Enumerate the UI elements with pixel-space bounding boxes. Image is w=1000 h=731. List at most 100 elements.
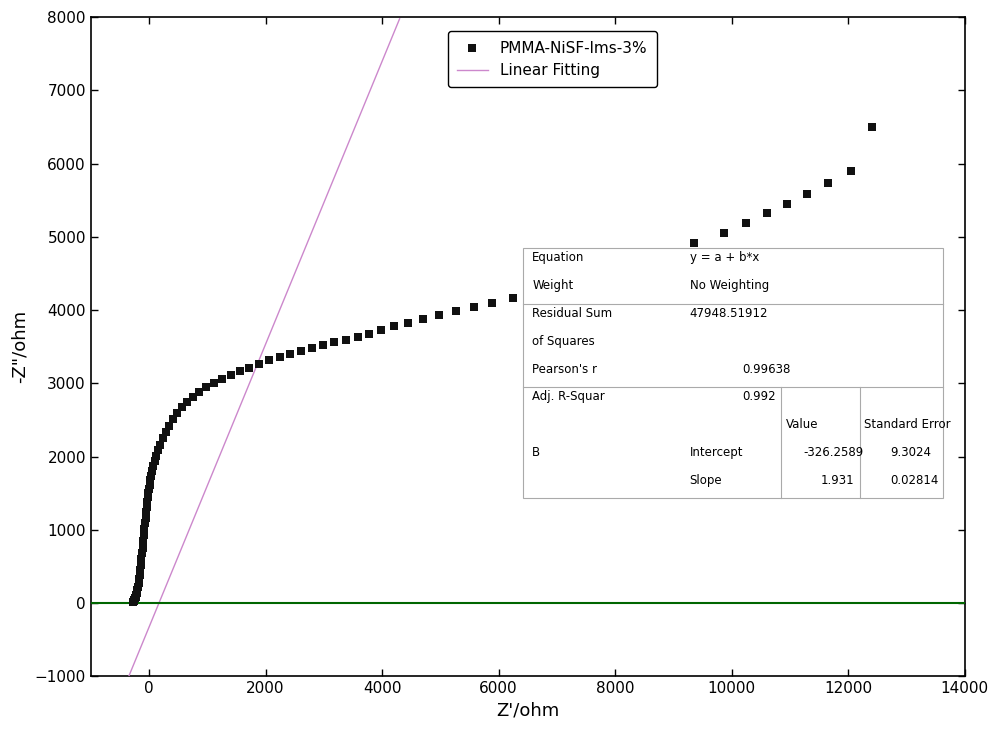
- Text: No Weighting: No Weighting: [690, 279, 769, 292]
- PMMA-NiSF-lms-3%: [126, 594, 142, 606]
- PMMA-NiSF-lms-3%: [241, 362, 257, 374]
- X-axis label: Z'/ohm: Z'/ohm: [496, 702, 559, 720]
- Text: B: B: [532, 446, 540, 459]
- PMMA-NiSF-lms-3%: [131, 577, 147, 589]
- PMMA-NiSF-lms-3%: [799, 188, 815, 200]
- PMMA-NiSF-lms-3%: [251, 358, 267, 370]
- PMMA-NiSF-lms-3%: [128, 591, 144, 603]
- PMMA-NiSF-lms-3%: [132, 564, 148, 576]
- PMMA-NiSF-lms-3%: [147, 455, 163, 467]
- PMMA-NiSF-lms-3%: [139, 501, 155, 513]
- Text: Equation: Equation: [532, 251, 585, 264]
- PMMA-NiSF-lms-3%: [139, 496, 155, 508]
- PMMA-NiSF-lms-3%: [484, 297, 500, 308]
- PMMA-NiSF-lms-3%: [155, 433, 171, 444]
- PMMA-NiSF-lms-3%: [272, 351, 288, 363]
- PMMA-NiSF-lms-3%: [431, 309, 447, 321]
- PMMA-NiSF-lms-3%: [191, 386, 207, 398]
- PMMA-NiSF-lms-3%: [140, 487, 156, 499]
- Text: 9.3024: 9.3024: [891, 446, 932, 459]
- PMMA-NiSF-lms-3%: [326, 336, 342, 348]
- PMMA-NiSF-lms-3%: [505, 292, 521, 303]
- Text: 1.931: 1.931: [821, 474, 854, 487]
- Text: 0.02814: 0.02814: [891, 474, 939, 487]
- PMMA-NiSF-lms-3%: [214, 374, 230, 385]
- PMMA-NiSF-lms-3%: [142, 474, 158, 486]
- PMMA-NiSF-lms-3%: [135, 535, 151, 547]
- PMMA-NiSF-lms-3%: [759, 208, 775, 219]
- PMMA-NiSF-lms-3%: [138, 512, 154, 523]
- PMMA-NiSF-lms-3%: [174, 401, 190, 413]
- PMMA-NiSF-lms-3%: [628, 256, 644, 268]
- Text: Value: Value: [786, 418, 818, 431]
- PMMA-NiSF-lms-3%: [779, 198, 795, 210]
- PMMA-NiSF-lms-3%: [415, 313, 431, 325]
- Text: -326.2589: -326.2589: [803, 446, 863, 459]
- Text: Intercept: Intercept: [690, 446, 743, 459]
- PMMA-NiSF-lms-3%: [137, 518, 153, 529]
- PMMA-NiSF-lms-3%: [133, 559, 149, 571]
- PMMA-NiSF-lms-3%: [150, 444, 166, 456]
- Text: Pearson's r: Pearson's r: [532, 363, 597, 376]
- PMMA-NiSF-lms-3%: [315, 339, 331, 351]
- PMMA-NiSF-lms-3%: [386, 320, 402, 332]
- Text: Weight: Weight: [532, 279, 573, 292]
- Text: Standard Error: Standard Error: [864, 418, 951, 431]
- PMMA-NiSF-lms-3%: [448, 306, 464, 317]
- PMMA-NiSF-lms-3%: [125, 596, 141, 607]
- PMMA-NiSF-lms-3%: [282, 348, 298, 360]
- PMMA-NiSF-lms-3%: [141, 482, 157, 494]
- PMMA-NiSF-lms-3%: [185, 391, 201, 403]
- PMMA-NiSF-lms-3%: [169, 407, 185, 419]
- Text: Residual Sum: Residual Sum: [532, 307, 612, 320]
- PMMA-NiSF-lms-3%: [293, 345, 309, 357]
- PMMA-NiSF-lms-3%: [738, 217, 754, 229]
- Text: 0.992: 0.992: [742, 390, 776, 404]
- PMMA-NiSF-lms-3%: [527, 286, 543, 298]
- PMMA-NiSF-lms-3%: [575, 272, 591, 284]
- Legend: PMMA-NiSF-lms-3%, Linear Fitting: PMMA-NiSF-lms-3%, Linear Fitting: [448, 31, 657, 87]
- PMMA-NiSF-lms-3%: [132, 569, 148, 580]
- PMMA-NiSF-lms-3%: [550, 279, 566, 291]
- Text: y = a + b*x: y = a + b*x: [690, 251, 759, 264]
- PMMA-NiSF-lms-3%: [179, 396, 195, 408]
- PMMA-NiSF-lms-3%: [143, 470, 159, 482]
- Text: Adj. R-Squar: Adj. R-Squar: [532, 390, 605, 404]
- PMMA-NiSF-lms-3%: [144, 466, 160, 477]
- PMMA-NiSF-lms-3%: [716, 227, 732, 238]
- PMMA-NiSF-lms-3%: [148, 450, 164, 462]
- PMMA-NiSF-lms-3%: [158, 426, 174, 438]
- PMMA-NiSF-lms-3%: [128, 589, 144, 601]
- PMMA-NiSF-lms-3%: [152, 439, 168, 450]
- PMMA-NiSF-lms-3%: [142, 479, 158, 491]
- PMMA-NiSF-lms-3%: [126, 595, 142, 607]
- PMMA-NiSF-lms-3%: [165, 414, 181, 425]
- PMMA-NiSF-lms-3%: [125, 596, 141, 608]
- PMMA-NiSF-lms-3%: [135, 542, 151, 553]
- Text: 47948.51912: 47948.51912: [690, 307, 768, 320]
- PMMA-NiSF-lms-3%: [223, 369, 239, 381]
- PMMA-NiSF-lms-3%: [145, 461, 161, 472]
- PMMA-NiSF-lms-3%: [843, 165, 859, 177]
- PMMA-NiSF-lms-3%: [138, 507, 154, 518]
- PMMA-NiSF-lms-3%: [140, 491, 156, 503]
- PMMA-NiSF-lms-3%: [127, 593, 143, 605]
- PMMA-NiSF-lms-3%: [820, 177, 836, 189]
- PMMA-NiSF-lms-3%: [131, 573, 147, 585]
- PMMA-NiSF-lms-3%: [350, 331, 366, 343]
- PMMA-NiSF-lms-3%: [161, 420, 177, 432]
- PMMA-NiSF-lms-3%: [466, 301, 482, 313]
- PMMA-NiSF-lms-3%: [656, 247, 672, 259]
- PMMA-NiSF-lms-3%: [400, 317, 416, 328]
- Text: Slope: Slope: [690, 474, 722, 487]
- PMMA-NiSF-lms-3%: [133, 553, 149, 565]
- Text: 0.99638: 0.99638: [742, 363, 790, 376]
- PMMA-NiSF-lms-3%: [304, 342, 320, 354]
- PMMA-NiSF-lms-3%: [136, 529, 152, 541]
- PMMA-NiSF-lms-3%: [130, 581, 146, 593]
- PMMA-NiSF-lms-3%: [129, 584, 145, 596]
- PMMA-NiSF-lms-3%: [338, 334, 354, 346]
- Y-axis label: -Z"/ohm: -Z"/ohm: [11, 310, 29, 383]
- PMMA-NiSF-lms-3%: [600, 265, 616, 276]
- Bar: [523, 248, 943, 499]
